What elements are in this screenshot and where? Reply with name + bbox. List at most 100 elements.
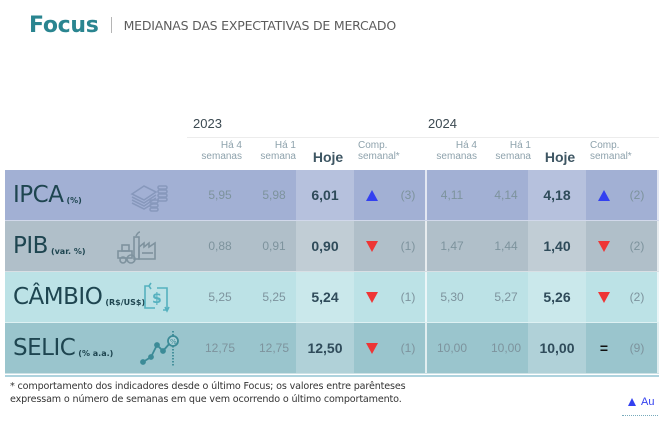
- today-highlight: [296, 170, 354, 220]
- value-2024-today: 1,40: [543, 238, 571, 254]
- svg-text:$: $: [152, 291, 162, 307]
- value-2023-week1: 12,75: [258, 341, 290, 355]
- indicator-name: PIB: [13, 233, 48, 259]
- col-2023-comp: Comp. semanal*: [358, 140, 418, 170]
- today-highlight: [296, 272, 354, 322]
- value-2023-weeks4: 5,95: [208, 188, 232, 202]
- col-2023-weeks4: Há 4 semanas: [196, 140, 242, 170]
- indicator-label: IPCA (%): [5, 170, 185, 220]
- footnote: * comportamento dos indicadores desde o …: [10, 381, 406, 405]
- today-highlight: [528, 323, 586, 373]
- svg-text:%: %: [170, 338, 177, 346]
- legend-up: Au: [628, 396, 654, 408]
- value-2024-weeks4: 10,00: [436, 341, 468, 355]
- header: Focus MEDIANAS DAS EXPECTATIVAS DE MERCA…: [29, 8, 396, 42]
- footer-divider: [5, 375, 659, 377]
- indicator-name: SELIC: [13, 335, 76, 361]
- col-label: semanal*: [358, 151, 400, 162]
- page-subtitle: MEDIANAS DAS EXPECTATIVAS DE MERCADO: [123, 17, 397, 33]
- table-row-pib: PIB (var. %) 0,88 0,91 0,90 (1) 1,47 1,44 1,40 (2…: [5, 221, 659, 272]
- trend-2023: [360, 221, 384, 271]
- value-2023-weeks4: 0,88: [208, 239, 232, 253]
- col-2024-week1: Há 1 semana: [487, 140, 531, 170]
- value-2023-today: 12,50: [307, 340, 343, 356]
- today-highlight: [296, 221, 354, 271]
- weeks-count-2023: (1): [400, 290, 416, 304]
- col-2023-week1: Há 1 semana: [252, 140, 296, 170]
- trend-2024: =: [592, 323, 616, 373]
- value-2023-today: 0,90: [311, 238, 339, 254]
- col-label: Há 4: [455, 140, 477, 151]
- year-separator: [657, 272, 659, 322]
- col-label: Comp.: [590, 140, 620, 151]
- table-row-ipca: IPCA (%) 5,95 5,98 6,01 (3) 4,11 4,14 4,18 (2): [5, 170, 659, 221]
- value-2024-today: 4,18: [543, 187, 571, 203]
- trend-2024: [592, 272, 616, 322]
- indicator-label: SELIC (% a.a.): [5, 323, 185, 373]
- value-2024-week1: 1,44: [494, 239, 518, 253]
- year-separator: [425, 272, 427, 322]
- today-highlight: [528, 221, 586, 271]
- value-2024-today: 10,00: [539, 340, 575, 356]
- value-2023-weeks4: 5,25: [208, 290, 232, 304]
- col-2024-weeks4: Há 4 semanas: [431, 140, 477, 170]
- down-arrow-icon: [598, 240, 610, 252]
- col-label: semanas: [436, 151, 477, 162]
- rate-chart-icon: %: [137, 331, 181, 367]
- year-separator: [657, 221, 659, 271]
- today-highlight: [528, 272, 586, 322]
- weeks-count-2024: (2): [629, 188, 645, 202]
- indicator-name: IPCA: [13, 182, 64, 208]
- col-label: semanas: [201, 151, 242, 162]
- value-2023-week1: 5,98: [262, 188, 286, 202]
- weeks-count-2023: (1): [400, 239, 416, 253]
- weeks-count-2023: (1): [400, 341, 416, 355]
- weeks-count-2024: (2): [629, 239, 645, 253]
- down-arrow-icon: [366, 240, 378, 252]
- table-row-cmbio: CÂMBIO (R$/US$) $5,25 5,25 5,24 (1) 5,30 5,27 5,…: [5, 272, 659, 323]
- col-label: Há 1: [509, 140, 531, 151]
- year-2023-label: 2023: [193, 116, 222, 131]
- down-arrow-icon: [366, 291, 378, 303]
- indicator-unit: (var. %): [50, 246, 86, 256]
- year-divider: [187, 137, 659, 138]
- value-2024-week1: 5,27: [494, 290, 518, 304]
- trend-2023: [360, 272, 384, 322]
- col-2024-today: Hoje: [544, 149, 576, 165]
- expectations-table: IPCA (%) 5,95 5,98 6,01 (3) 4,11 4,14 4,18 (2) PIB…: [5, 170, 659, 374]
- weeks-count-2023: (3): [400, 188, 416, 202]
- header-divider: [110, 17, 112, 33]
- value-2024-weeks4: 1,47: [440, 239, 464, 253]
- value-2024-week1: 10,00: [490, 341, 522, 355]
- tractor-factory-icon: [115, 229, 159, 265]
- col-2023-today: Hoje: [312, 149, 344, 165]
- col-label: Há 4: [220, 140, 242, 151]
- col-label: semanal*: [590, 151, 632, 162]
- value-2024-weeks4: 5,30: [440, 290, 464, 304]
- trend-2024: [592, 170, 616, 220]
- indicator-unit: (% a.a.): [78, 348, 114, 358]
- brand-logo: Focus: [29, 12, 99, 38]
- trend-2023: [360, 170, 384, 220]
- table-row-selic: SELIC (% a.a.)% 12,75 12,75 12,50 (1) 10,00 10,…: [5, 323, 659, 374]
- equal-icon: =: [599, 340, 609, 356]
- indicator-unit: (R$/US$): [105, 297, 146, 307]
- year-separator: [425, 221, 427, 271]
- money-coins-icon: [128, 178, 172, 214]
- legend-underline: [622, 415, 659, 416]
- value-2023-week1: 0,91: [262, 239, 286, 253]
- up-arrow-icon: [366, 189, 378, 201]
- weeks-count-2024: (2): [629, 290, 645, 304]
- value-2024-week1: 4,14: [494, 188, 518, 202]
- indicator-unit: (%): [66, 195, 82, 205]
- col-2024-comp: Comp. semanal*: [590, 140, 650, 170]
- trend-2023: [360, 323, 384, 373]
- indicator-label: CÂMBIO (R$/US$): [5, 272, 185, 322]
- year-2024-label: 2024: [428, 116, 457, 131]
- up-arrow-icon: [628, 398, 636, 406]
- col-label: semana: [260, 151, 296, 162]
- legend-up-label: Au: [641, 396, 655, 408]
- year-separator: [657, 170, 659, 220]
- value-2023-today: 6,01: [311, 187, 339, 203]
- weeks-count-2024: (9): [629, 341, 645, 355]
